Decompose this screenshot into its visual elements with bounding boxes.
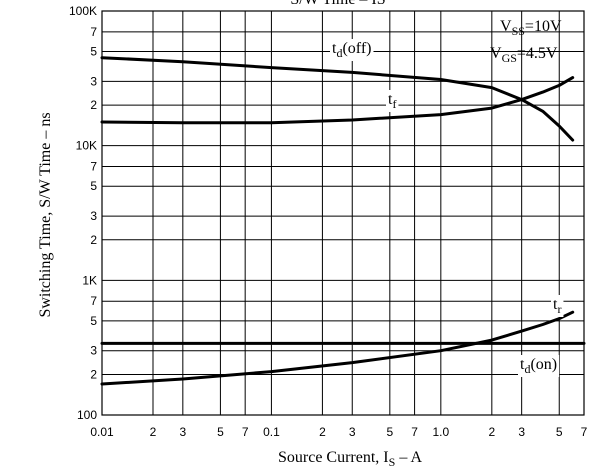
y-tick-label: 1K xyxy=(82,273,97,287)
annotation-labels: td(off) tf tr td(on) xyxy=(330,39,564,377)
x-tick-label: 2 xyxy=(150,425,157,439)
y-axis-title: Switching Time, S/W Time – ns xyxy=(37,112,54,317)
x-tick-label: 3 xyxy=(518,425,525,439)
label-background xyxy=(551,295,564,317)
x-tick-label: 7 xyxy=(411,425,418,439)
label-background xyxy=(330,39,374,61)
x-tick-label: 5 xyxy=(556,425,563,439)
x-tick-label: 5 xyxy=(217,425,224,439)
series-line-tdoff xyxy=(100,56,575,142)
label-background xyxy=(386,90,399,112)
series-line-tf xyxy=(100,76,575,125)
y-tick-label: 7 xyxy=(90,294,97,308)
series-lines xyxy=(100,56,586,386)
x-tick-label: 0.1 xyxy=(263,425,280,439)
chart-title: S/W Time – IS xyxy=(290,0,385,8)
y-tick-label: 100K xyxy=(69,4,97,18)
series-line-tr xyxy=(100,310,575,386)
y-tick-label: 5 xyxy=(90,314,97,328)
vgs-condition-label: VGS=4.5V xyxy=(490,45,558,65)
y-tick-label: 3 xyxy=(90,344,97,358)
vss-condition-label: VSS=10V xyxy=(500,18,562,38)
y-tick-label: 3 xyxy=(90,74,97,88)
grid-lines xyxy=(101,10,585,416)
y-tick-label: 2 xyxy=(90,98,97,112)
label-tdoff: td(off) xyxy=(330,39,374,61)
x-axis-title: Source Current, IS – A xyxy=(278,449,422,469)
label-text: tf xyxy=(388,91,396,111)
label-text: td(on) xyxy=(520,356,557,376)
y-tick-label: 5 xyxy=(90,45,97,59)
x-tick-label: 1.0 xyxy=(432,425,449,439)
plot-frame xyxy=(101,10,585,416)
x-tick-label: 0.01 xyxy=(90,425,114,439)
label-tf: tf xyxy=(386,90,399,112)
y-tick-label: 100 xyxy=(77,408,97,422)
label-text: td(off) xyxy=(332,40,371,60)
y-tick-label: 3 xyxy=(90,209,97,223)
y-tick-label: 2 xyxy=(90,233,97,247)
y-tick-label: 2 xyxy=(90,367,97,381)
x-tick-label: 7 xyxy=(242,425,249,439)
y-tick-label: 7 xyxy=(90,160,97,174)
x-tick-label: 2 xyxy=(319,425,326,439)
tick-labels: 0.01 2 3 5 7 0.1 2 3 5 7 1.0 2 3 5 7 100 2 3 5 7 1K 2 3 5 7 10K 2 3… xyxy=(69,4,588,439)
label-tdon: td(on) xyxy=(518,355,560,377)
x-tick-label: 7 xyxy=(581,425,588,439)
label-tr: tr xyxy=(551,295,564,317)
x-tick-label: 3 xyxy=(179,425,186,439)
y-tick-label: 10K xyxy=(76,139,97,153)
label-background xyxy=(518,355,560,377)
y-tick-label: 7 xyxy=(90,25,97,39)
label-text: tr xyxy=(553,296,561,316)
y-tick-label: 5 xyxy=(90,179,97,193)
x-tick-label: 5 xyxy=(386,425,393,439)
x-tick-label: 3 xyxy=(349,425,356,439)
x-tick-label: 2 xyxy=(488,425,495,439)
